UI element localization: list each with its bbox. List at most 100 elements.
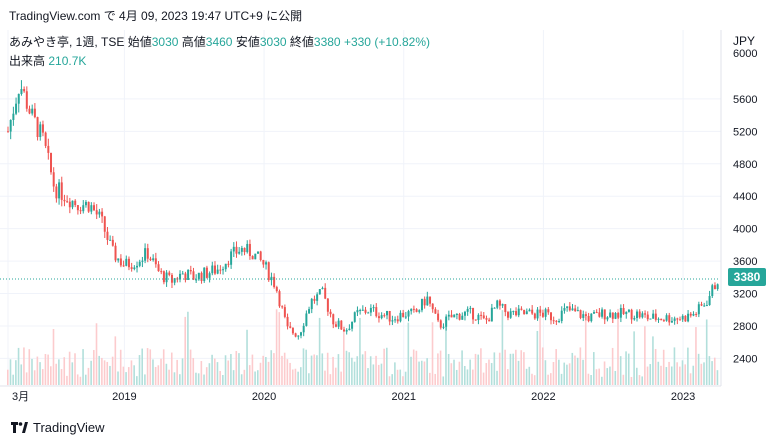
candle-body	[334, 324, 337, 327]
candle-body	[302, 325, 305, 333]
candle-body	[329, 311, 332, 315]
volume-bar	[512, 353, 514, 385]
candle-body	[230, 251, 233, 265]
volume-bar	[162, 349, 165, 385]
candle-body	[364, 309, 367, 313]
candle-body	[447, 314, 450, 317]
candle-body	[17, 93, 20, 104]
volume-bar	[240, 374, 243, 385]
volume-bar	[509, 353, 512, 385]
volume-bar	[165, 363, 168, 385]
volume-bar	[353, 361, 356, 385]
candle-body	[563, 308, 566, 311]
volume-bar	[396, 369, 399, 385]
candle-body	[39, 124, 42, 137]
candle-body	[504, 304, 507, 313]
candle-body	[442, 326, 445, 328]
candle-body	[79, 210, 82, 212]
symbol-label[interactable]: あみやき亭, 1週, TSE	[9, 35, 125, 49]
candle-body	[415, 309, 418, 312]
volume-bar	[649, 364, 652, 385]
volume-bar	[281, 355, 283, 385]
candle-body	[356, 310, 359, 313]
candle-body	[399, 312, 402, 322]
tradingview-logo[interactable]: TradingView	[11, 420, 105, 435]
candle-body	[488, 319, 491, 322]
candle-body	[404, 316, 407, 318]
volume-bar	[299, 367, 302, 385]
volume-bar	[662, 349, 665, 385]
volume-bar	[63, 357, 66, 385]
volume-bar	[351, 357, 353, 385]
high-label: 高値	[181, 35, 206, 49]
candle-body	[173, 278, 176, 283]
volume-bar	[450, 363, 453, 385]
candle-body	[203, 267, 206, 281]
volume-bar	[482, 372, 485, 385]
volume-bar	[584, 314, 587, 385]
volume-bar	[130, 360, 133, 385]
candle-body	[496, 300, 499, 308]
candle-body	[95, 210, 98, 215]
volume-bar	[609, 366, 611, 385]
volume-bar	[571, 352, 574, 385]
candle-body	[377, 316, 380, 319]
volume-bar	[160, 358, 162, 385]
candle-body	[222, 269, 225, 271]
candle-body	[103, 216, 106, 232]
candle-body	[101, 211, 104, 217]
volume-bar	[579, 347, 582, 385]
candle-body	[15, 103, 18, 114]
candle-body	[154, 258, 157, 265]
candle-body	[273, 276, 276, 288]
volume-bar	[12, 374, 14, 385]
candle-body	[240, 247, 243, 252]
volume-bar	[525, 368, 528, 385]
volume-bar	[657, 361, 660, 385]
candle-body	[614, 312, 617, 319]
candle-body	[711, 285, 714, 297]
volume-bar	[60, 369, 63, 385]
volume-bar	[531, 373, 533, 385]
candle-body	[641, 313, 644, 318]
volume-bar	[466, 369, 469, 385]
volume-bar	[367, 368, 369, 385]
volume-bar	[7, 369, 9, 385]
volume-bar	[15, 360, 17, 385]
volume-bar	[36, 356, 39, 385]
candle-body	[181, 273, 184, 275]
volume-bar	[76, 374, 79, 385]
volume-bar	[614, 370, 617, 385]
candle-body	[31, 108, 34, 114]
candle-body	[109, 239, 112, 241]
volume-bar	[313, 354, 316, 385]
volume-bars	[7, 308, 719, 385]
volume-bar	[55, 363, 57, 385]
volume-bar	[332, 356, 334, 385]
volume-bar	[267, 361, 270, 385]
candle-body	[9, 119, 12, 132]
volume-bar	[627, 353, 630, 385]
candle-body	[474, 319, 477, 321]
volume-bar	[230, 354, 232, 385]
candle-body	[299, 332, 302, 336]
volume-bar	[68, 351, 71, 385]
candle-body	[681, 315, 684, 320]
candle-body	[547, 309, 550, 313]
volume-bar	[412, 349, 415, 385]
volume-bar	[469, 359, 471, 385]
volume-bar	[133, 365, 135, 385]
candle-body	[426, 296, 429, 306]
candle-body	[455, 313, 458, 315]
volume-bar	[372, 364, 375, 385]
candle-body	[20, 89, 23, 94]
candle-body	[224, 263, 227, 270]
volume-bar	[9, 359, 12, 385]
candle-body	[278, 291, 281, 307]
candle-body	[254, 253, 257, 260]
volume-bar	[227, 360, 230, 385]
candle-body	[340, 320, 343, 330]
candle-body	[238, 251, 241, 254]
open-value: 3030	[151, 35, 179, 49]
